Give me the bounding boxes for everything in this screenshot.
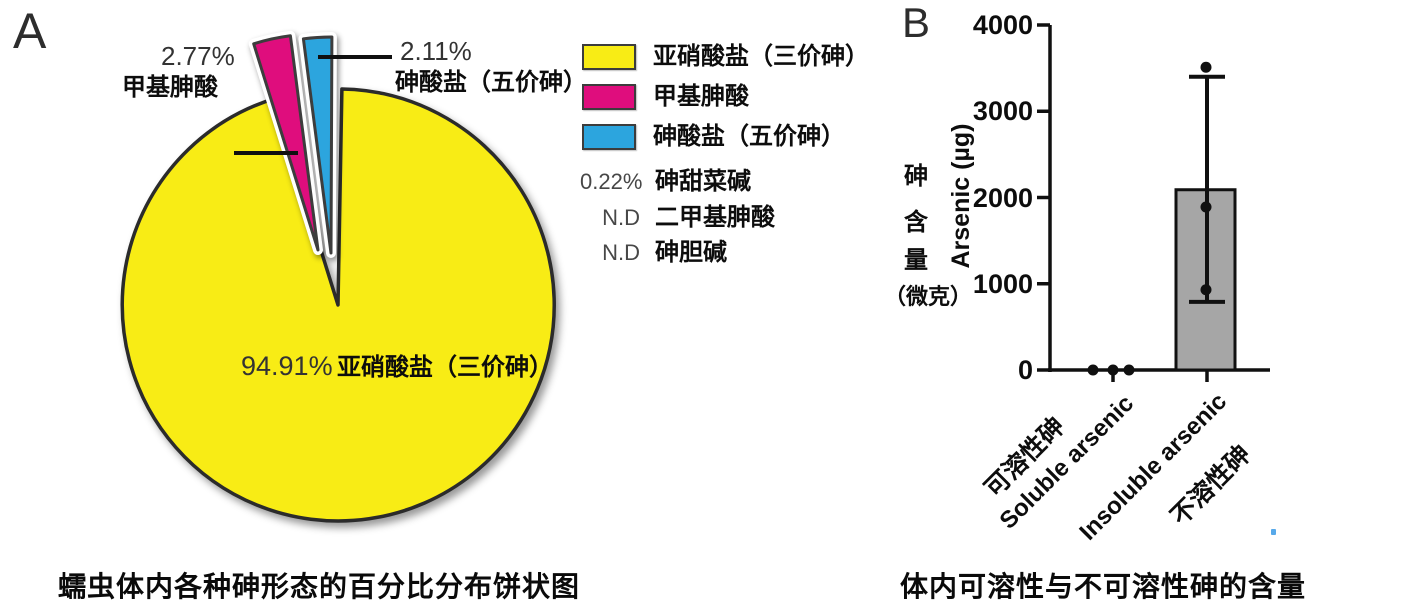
y-axis-label-zh-unit: （微克） (884, 284, 973, 309)
pie-leader-line-methyl (234, 151, 298, 155)
legend-item-dimethyl: N.D 二甲基胂酸 (580, 204, 775, 232)
legend-item-arsenocholine: N.D 砷胆碱 (580, 239, 727, 267)
pie-center-name: 亚硝酸盐（三价砷） (337, 354, 554, 381)
legend-label: 二甲基胂酸 (655, 204, 775, 231)
y-axis-label-zh-char: 含 (904, 209, 928, 236)
stray-blue-mark (1271, 529, 1276, 535)
data-point-insoluble (1200, 201, 1212, 213)
panel-b-label: B (902, 0, 931, 46)
y-axis-tick-label: 0 (1017, 355, 1033, 385)
pie-slice-arsenate-group (298, 31, 337, 258)
pie-callout-methyl-name: 甲基胂酸 (122, 74, 218, 101)
legend-label: 甲基胂酸 (653, 83, 749, 110)
pie-center-label: 94.91% 亚硝酸盐（三价砷） (241, 351, 554, 382)
legend-swatch-magenta (582, 83, 636, 110)
legend-item-arsenate: 砷酸盐（五价砷） (582, 123, 845, 151)
data-point-insoluble (1200, 284, 1212, 296)
panel-b-caption: 体内可溶性与不可溶性砷的含量 (900, 571, 1307, 602)
legend-swatch-blue (582, 123, 636, 150)
legend-value-prefix: N.D (602, 239, 640, 265)
pie-callout-methyl-pct: 2.77% (161, 41, 235, 71)
legend-label: 亚硝酸盐（三价砷） (653, 43, 869, 70)
legend-item-arsenobetaine: 0.22% 砷甜菜碱 (580, 168, 751, 196)
pie-center-pct: 94.91% (241, 351, 333, 381)
pie-slice-methyl (252, 34, 320, 252)
legend-label: 砷甜菜碱 (655, 168, 751, 195)
y-axis-tick-label: 2000 (972, 182, 1033, 213)
legend-value-prefix: 0.22% (580, 168, 643, 194)
panel-a-label: A (13, 3, 47, 59)
data-point-soluble (1107, 364, 1119, 376)
pie-callout-arsenate-name: 砷酸盐（五价砷） (395, 69, 587, 96)
y-axis-label-zh-char: 砷 (904, 163, 928, 190)
legend-value-prefix: N.D (602, 204, 640, 230)
pie-slice-arsenite (120, 87, 556, 523)
pie-callout-arsenate-pct: 2.11% (400, 36, 472, 66)
data-point-soluble (1087, 364, 1099, 376)
y-axis-label-zh-char: 量 (904, 247, 928, 274)
pie-leader-line-arsenate (318, 55, 392, 59)
panel-a-caption: 蠕虫体内各种砷形态的百分比分布饼状图 (58, 571, 581, 602)
legend-swatch-yellow (582, 43, 636, 70)
y-axis-tick-label: 4000 (972, 10, 1033, 40)
legend-label: 砷胆碱 (655, 239, 727, 266)
y-axis-tick-label: 3000 (972, 96, 1033, 127)
pie-slice-arsenate (301, 35, 334, 255)
y-axis-tick-label: 1000 (972, 268, 1033, 299)
legend-item-arsenite: 亚硝酸盐（三价砷） (582, 43, 869, 71)
pie-slice-methyl-group (248, 30, 323, 255)
legend-item-methyl: 甲基胂酸 (582, 83, 749, 111)
legend-label: 砷酸盐（五价砷） (653, 123, 845, 150)
data-point-soluble (1123, 364, 1135, 376)
data-point-insoluble (1200, 61, 1212, 73)
